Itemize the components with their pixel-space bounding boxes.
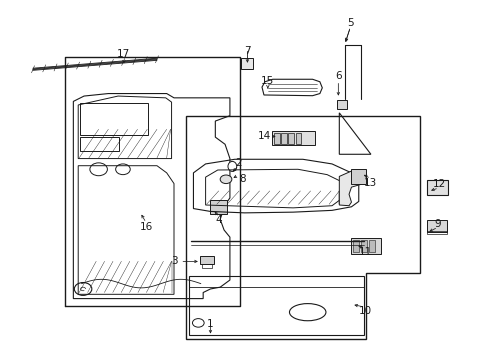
Bar (351, 169, 366, 184)
Text: 7: 7 (244, 46, 250, 57)
Text: 9: 9 (434, 219, 441, 229)
Text: 3: 3 (171, 256, 178, 266)
Text: 4: 4 (216, 215, 222, 225)
Bar (80, 103, 148, 135)
Text: 8: 8 (239, 174, 245, 184)
Ellipse shape (227, 161, 236, 171)
Text: 16: 16 (140, 222, 153, 232)
Text: 5: 5 (346, 18, 353, 28)
Text: 2: 2 (235, 158, 242, 168)
Bar (368, 240, 374, 252)
Bar (427, 220, 446, 232)
Bar (202, 264, 211, 267)
Bar (353, 240, 359, 252)
Bar (281, 133, 286, 144)
Polygon shape (339, 171, 365, 206)
Text: 17: 17 (117, 49, 130, 59)
Bar (241, 58, 252, 69)
Text: 11: 11 (358, 247, 371, 257)
Text: 13: 13 (364, 178, 377, 188)
Text: 15: 15 (261, 76, 274, 86)
Bar (200, 256, 214, 264)
Bar (361, 240, 366, 252)
Bar (336, 100, 346, 109)
Bar (427, 231, 446, 234)
Bar (271, 131, 315, 145)
Circle shape (220, 175, 231, 184)
Bar (80, 137, 119, 152)
Bar (188, 276, 363, 336)
Bar (427, 180, 447, 195)
Text: 10: 10 (358, 306, 371, 316)
Text: 14: 14 (257, 131, 270, 141)
Bar (295, 133, 301, 144)
Bar (210, 200, 227, 214)
Text: 12: 12 (431, 179, 445, 189)
Bar (287, 133, 293, 144)
Text: 1: 1 (207, 319, 213, 329)
Text: 6: 6 (334, 71, 341, 81)
Bar (273, 133, 279, 144)
Bar (351, 238, 380, 253)
